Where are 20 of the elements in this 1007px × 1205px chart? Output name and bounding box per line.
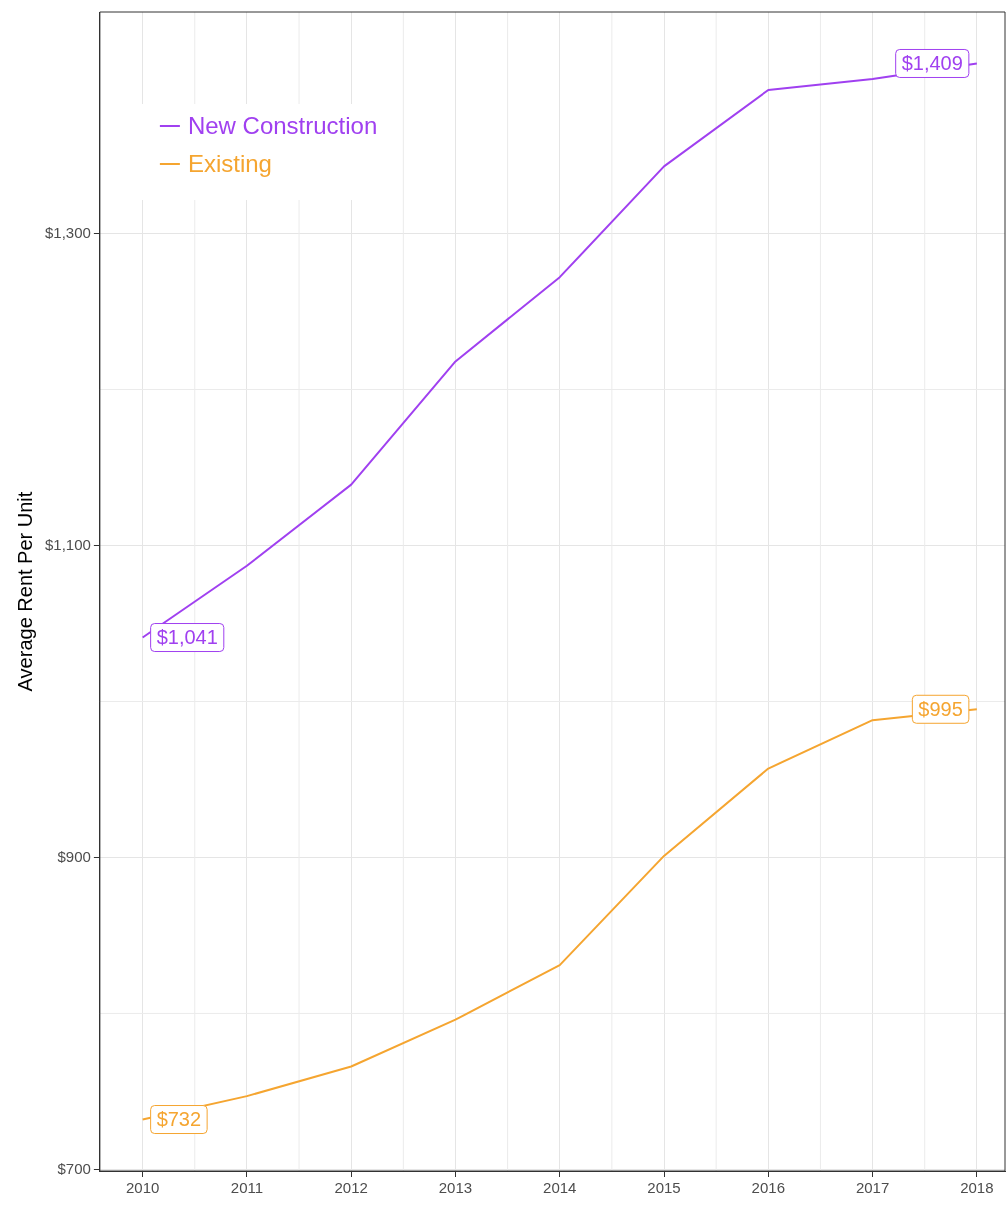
data-label: $1,041	[156, 626, 218, 649]
y-tick-label: $1,300	[44, 223, 91, 241]
data-label: $995	[918, 697, 963, 720]
x-tick-label: 2014	[543, 1179, 577, 1197]
x-tick-label: 2013	[438, 1179, 473, 1197]
legend-label: Existing	[187, 149, 272, 177]
x-tick-label: 2011	[230, 1179, 264, 1197]
x-tick-label: 2016	[751, 1179, 785, 1197]
legend-label: New Construction	[187, 111, 378, 139]
y-tick-label: $1,100	[44, 535, 91, 553]
x-tick-label: 2018	[960, 1179, 994, 1197]
x-tick-label: 2015	[647, 1179, 681, 1197]
y-tick-label: $900	[57, 847, 91, 865]
x-tick-label: 2012	[334, 1179, 368, 1197]
y-axis-title: Average Rent Per Unit	[13, 491, 36, 692]
data-label: $1,409	[901, 51, 963, 74]
data-label: $732	[156, 1108, 202, 1131]
x-tick-label: 2017	[855, 1179, 890, 1197]
x-tick-label: 2010	[125, 1179, 160, 1197]
y-tick-label: $700	[57, 1159, 91, 1177]
